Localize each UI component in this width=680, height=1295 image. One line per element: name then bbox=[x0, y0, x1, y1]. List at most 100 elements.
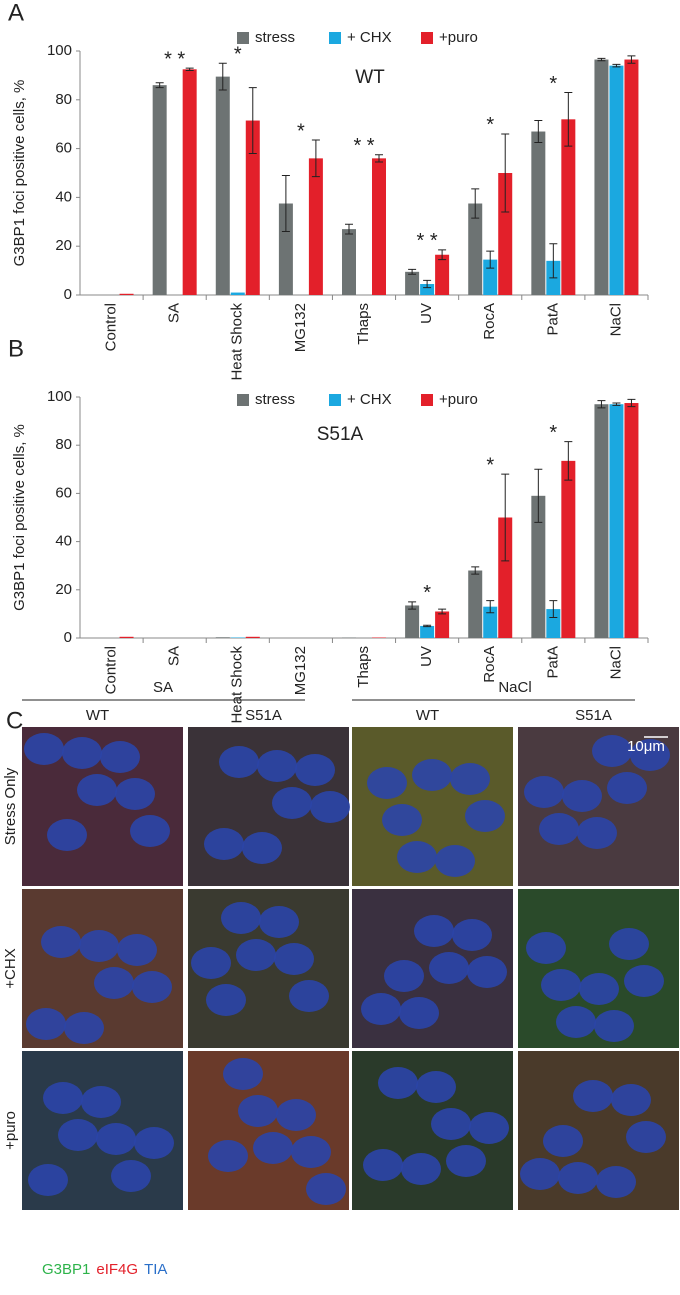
group-label: SA bbox=[153, 679, 173, 696]
nucleus bbox=[257, 750, 297, 782]
nucleus bbox=[295, 754, 335, 786]
legend-label: stress bbox=[255, 29, 295, 46]
annotation: * bbox=[549, 73, 557, 95]
x-tick-label: PatA bbox=[544, 303, 561, 336]
nucleus bbox=[399, 997, 439, 1029]
nucleus bbox=[382, 804, 422, 836]
nucleus bbox=[24, 733, 64, 765]
nucleus bbox=[446, 1145, 486, 1177]
annotation: * bbox=[486, 114, 494, 136]
bar bbox=[594, 404, 608, 638]
x-tick-label: RocA bbox=[481, 646, 498, 683]
y-tick-label: 100 bbox=[47, 388, 72, 405]
stain-label: TIA bbox=[144, 1261, 167, 1278]
legend-swatch bbox=[421, 32, 433, 44]
legend-label: + CHX bbox=[347, 391, 392, 408]
x-tick-label: Control bbox=[103, 646, 120, 694]
nucleus bbox=[592, 735, 632, 767]
bar bbox=[420, 626, 434, 638]
nucleus bbox=[384, 960, 424, 992]
nucleus bbox=[259, 906, 299, 938]
nucleus bbox=[397, 841, 437, 873]
y-tick-label: 80 bbox=[55, 91, 72, 108]
legend-label: stress bbox=[255, 391, 295, 408]
x-tick-label: SA bbox=[166, 303, 183, 323]
nucleus bbox=[117, 934, 157, 966]
bar bbox=[561, 461, 575, 638]
nucleus bbox=[276, 1099, 316, 1131]
nucleus bbox=[414, 915, 454, 947]
bar bbox=[435, 611, 449, 638]
stain-label: G3BP1 bbox=[42, 1261, 90, 1278]
nucleus bbox=[242, 832, 282, 864]
nucleus bbox=[223, 1058, 263, 1090]
bar bbox=[120, 294, 134, 295]
nucleus bbox=[541, 969, 581, 1001]
nucleus bbox=[594, 1010, 634, 1042]
nucleus bbox=[467, 956, 507, 988]
legend-swatch bbox=[329, 32, 341, 44]
nucleus bbox=[363, 1149, 403, 1181]
bar bbox=[372, 158, 386, 295]
x-tick-label: Control bbox=[103, 303, 120, 351]
bar bbox=[624, 403, 638, 638]
nucleus bbox=[130, 815, 170, 847]
x-tick-label: SA bbox=[166, 646, 183, 666]
nucleus bbox=[272, 787, 312, 819]
nucleus bbox=[204, 828, 244, 860]
bar bbox=[216, 637, 230, 638]
nucleus bbox=[62, 737, 102, 769]
nucleus bbox=[562, 780, 602, 812]
nucleus bbox=[26, 1008, 66, 1040]
nucleus bbox=[401, 1153, 441, 1185]
x-tick-label: RocA bbox=[481, 303, 498, 340]
annotation: * * bbox=[164, 48, 185, 70]
nucleus bbox=[306, 1173, 346, 1205]
panel-label: B bbox=[8, 335, 24, 362]
bar bbox=[246, 637, 260, 638]
bar bbox=[609, 66, 623, 295]
nucleus bbox=[100, 741, 140, 773]
row-label: +CHX bbox=[2, 948, 19, 988]
nucleus bbox=[450, 763, 490, 795]
column-label: S51A bbox=[245, 707, 282, 724]
annotation: * * bbox=[353, 135, 374, 157]
nucleus bbox=[577, 817, 617, 849]
nucleus bbox=[134, 1127, 174, 1159]
bar bbox=[216, 77, 230, 295]
error-bar bbox=[612, 403, 620, 405]
x-tick-label: NaCl bbox=[607, 303, 624, 336]
bar bbox=[153, 85, 167, 295]
nucleus bbox=[558, 1162, 598, 1194]
y-axis-label: G3BP1 foci positive cells, % bbox=[11, 80, 28, 267]
y-tick-label: 20 bbox=[55, 237, 72, 254]
nucleus bbox=[94, 967, 134, 999]
column-label: WT bbox=[416, 707, 439, 724]
nucleus bbox=[47, 819, 87, 851]
bar bbox=[183, 69, 197, 295]
nucleus bbox=[41, 926, 81, 958]
nucleus bbox=[291, 1136, 331, 1168]
bar bbox=[342, 229, 356, 295]
nucleus bbox=[206, 984, 246, 1016]
legend-swatch bbox=[421, 394, 433, 406]
bar bbox=[231, 293, 245, 295]
nucleus bbox=[539, 813, 579, 845]
bar bbox=[120, 637, 134, 638]
nucleus bbox=[469, 1112, 509, 1144]
y-tick-label: 80 bbox=[55, 436, 72, 453]
chart-label: S51A bbox=[317, 424, 364, 445]
y-tick-label: 40 bbox=[55, 188, 72, 205]
bar bbox=[531, 132, 545, 295]
nucleus bbox=[526, 932, 566, 964]
bar bbox=[435, 255, 449, 295]
nucleus bbox=[28, 1164, 68, 1196]
nucleus bbox=[96, 1123, 136, 1155]
bar bbox=[309, 158, 323, 295]
nucleus bbox=[378, 1067, 418, 1099]
panel-label: A bbox=[8, 0, 24, 26]
nucleus bbox=[611, 1084, 651, 1116]
y-tick-label: 0 bbox=[64, 629, 72, 646]
legend-label: +puro bbox=[439, 391, 478, 408]
